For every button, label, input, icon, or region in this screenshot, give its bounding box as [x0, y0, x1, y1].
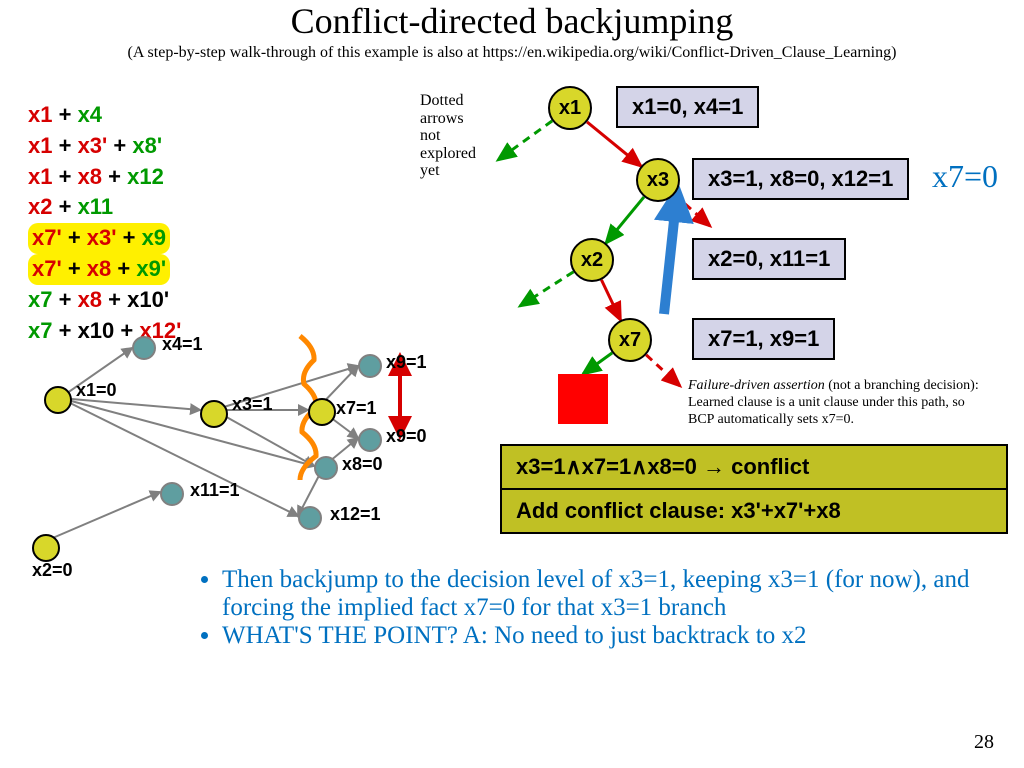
graph-node-label: x7=1 — [336, 398, 377, 419]
graph-node-label: x8=0 — [342, 454, 383, 475]
graph-node — [308, 398, 336, 426]
x7-equals-0-label: x7=0 — [932, 158, 998, 195]
graph-node-label: x11=1 — [190, 480, 240, 501]
info-box-0: x1=0, x4=1 — [616, 86, 759, 128]
graph-node-label: x9=0 — [386, 426, 427, 447]
page-subtitle: (A step-by-step walk-through of this exa… — [0, 44, 1024, 62]
failure-driven-note: Failure-driven assertion (not a branchin… — [688, 378, 979, 428]
page-title: Conflict-directed backjumping — [0, 0, 1024, 42]
info-box-2: x2=0, x11=1 — [692, 238, 846, 280]
graph-node — [44, 386, 72, 414]
graph-node — [298, 506, 322, 530]
info-box-3: x7=1, x9=1 — [692, 318, 835, 360]
info-box-1: x3=1, x8=0, x12=1 — [692, 158, 909, 200]
graph-node-label: x9=1 — [386, 352, 427, 373]
graph-node-label: x2=0 — [32, 560, 73, 581]
conflict-square — [558, 374, 608, 424]
graph-node-label: x4=1 — [162, 334, 203, 355]
graph-node-label: x1=0 — [76, 380, 117, 401]
tree-node-x2: x2 — [570, 238, 614, 282]
graph-node — [314, 456, 338, 480]
tree-node-x7: x7 — [608, 318, 652, 362]
dotted-arrows-note: Dottedarrowsnotexploredyet — [420, 92, 476, 180]
conflict-line-1: x3=1∧x7=1∧x8=0 → conflict — [502, 446, 1006, 488]
graph-node — [358, 354, 382, 378]
slide-number: 28 — [974, 731, 994, 754]
conflict-line-2: Add conflict clause: x3'+x7'+x8 — [502, 488, 1006, 532]
bullet-item: WHAT'S THE POINT? A: No need to just bac… — [222, 622, 998, 650]
graph-node — [200, 400, 228, 428]
graph-node — [32, 534, 60, 562]
bullet-item: Then backjump to the decision level of x… — [222, 566, 998, 622]
graph-node — [358, 428, 382, 452]
graph-node-label: x3=1 — [232, 394, 273, 415]
graph-node — [132, 336, 156, 360]
graph-node — [160, 482, 184, 506]
tree-node-x1: x1 — [548, 86, 592, 130]
clause-list: x1 + x4x1 + x3' + x8'x1 + x8 + x12x2 + x… — [28, 100, 181, 346]
bullet-list: Then backjump to the decision level of x… — [198, 566, 998, 650]
graph-node-label: x12=1 — [330, 504, 381, 525]
tree-node-x3: x3 — [636, 158, 680, 202]
conflict-clause-box: x3=1∧x7=1∧x8=0 → conflict Add conflict c… — [500, 444, 1008, 534]
